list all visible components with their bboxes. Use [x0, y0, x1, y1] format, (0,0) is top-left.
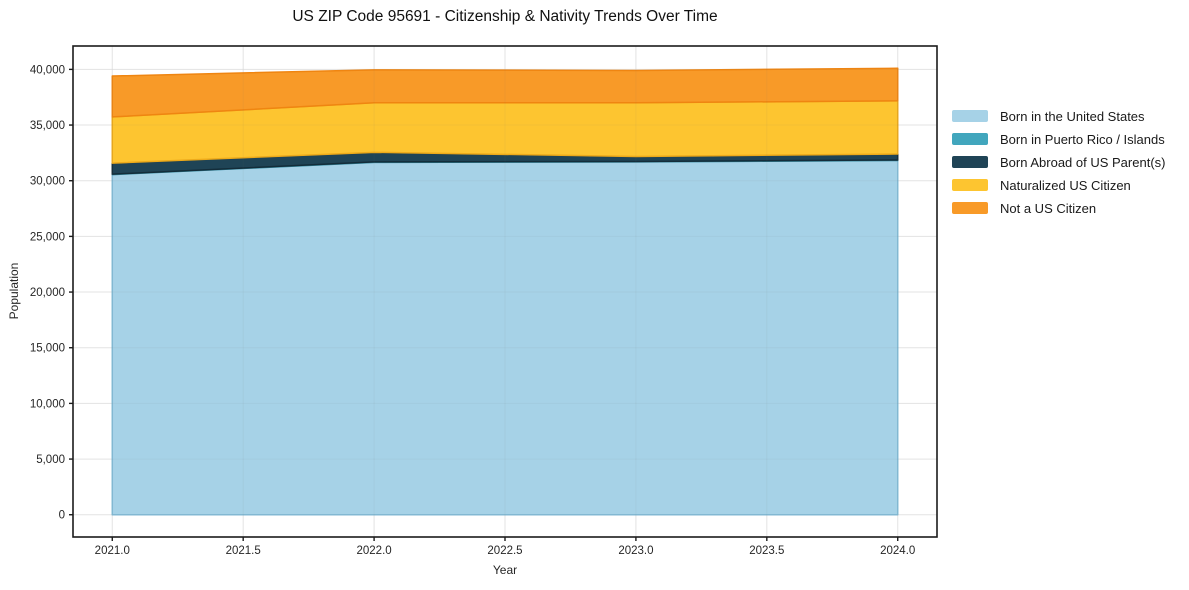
y-tick-label: 0: [59, 510, 65, 522]
legend-item: Naturalized US Citizen: [952, 177, 1165, 193]
y-tick-label: 10,000: [30, 398, 65, 410]
y-tick-label: 15,000: [30, 343, 65, 355]
gridlines-overlay: [73, 46, 937, 537]
y-axis-ticks: 0 5,000 10,000 15,000 20,000 25,000 30,000 35,0…: [30, 64, 73, 522]
x-tick-label: 2024.0: [880, 545, 915, 557]
y-tick-label: 35,000: [30, 120, 65, 132]
legend-item: Not a US Citizen: [952, 200, 1165, 216]
x-tick-label: 2022.0: [356, 545, 391, 557]
y-tick-label: 5,000: [36, 454, 65, 466]
x-axis-ticks: 2021.0 2021.5 2022.0 2022.5 2023.0 2023.5 2024…: [95, 537, 915, 557]
x-tick-label: 2023.0: [618, 545, 653, 557]
legend: Born in the United States Born in Puerto…: [952, 108, 1165, 216]
legend-item: Born in Puerto Rico / Islands: [952, 131, 1165, 147]
x-tick-label: 2023.5: [749, 545, 784, 557]
y-tick-label: 40,000: [30, 64, 65, 76]
area-series-4: [111, 67, 899, 118]
y-tick-label: 30,000: [30, 176, 65, 188]
legend-swatch-born-us: [952, 110, 988, 122]
x-axis-label: Year: [492, 563, 518, 577]
legend-label: Not a US Citizen: [1000, 200, 1097, 216]
x-tick-label: 2021.0: [95, 545, 130, 557]
y-tick-label: 25,000: [30, 231, 65, 243]
x-tick-label: 2021.5: [226, 545, 261, 557]
legend-swatch-naturalized: [952, 179, 988, 191]
legend-label: Born Abroad of US Parent(s): [1000, 154, 1166, 170]
legend-label: Naturalized US Citizen: [1000, 177, 1131, 193]
legend-label: Born in Puerto Rico / Islands: [1000, 131, 1165, 147]
legend-swatch-not-citizen: [952, 202, 988, 214]
chart-title: US ZIP Code 95691 - Citizenship & Nativi…: [292, 8, 718, 25]
legend-item: Born in the United States: [952, 108, 1165, 124]
y-tick-label: 20,000: [30, 287, 65, 299]
legend-item: Born Abroad of US Parent(s): [952, 154, 1165, 170]
legend-swatch-born-abroad: [952, 156, 988, 168]
legend-swatch-born-pr: [952, 133, 988, 145]
x-tick-label: 2022.5: [487, 545, 522, 557]
legend-label: Born in the United States: [1000, 108, 1145, 124]
